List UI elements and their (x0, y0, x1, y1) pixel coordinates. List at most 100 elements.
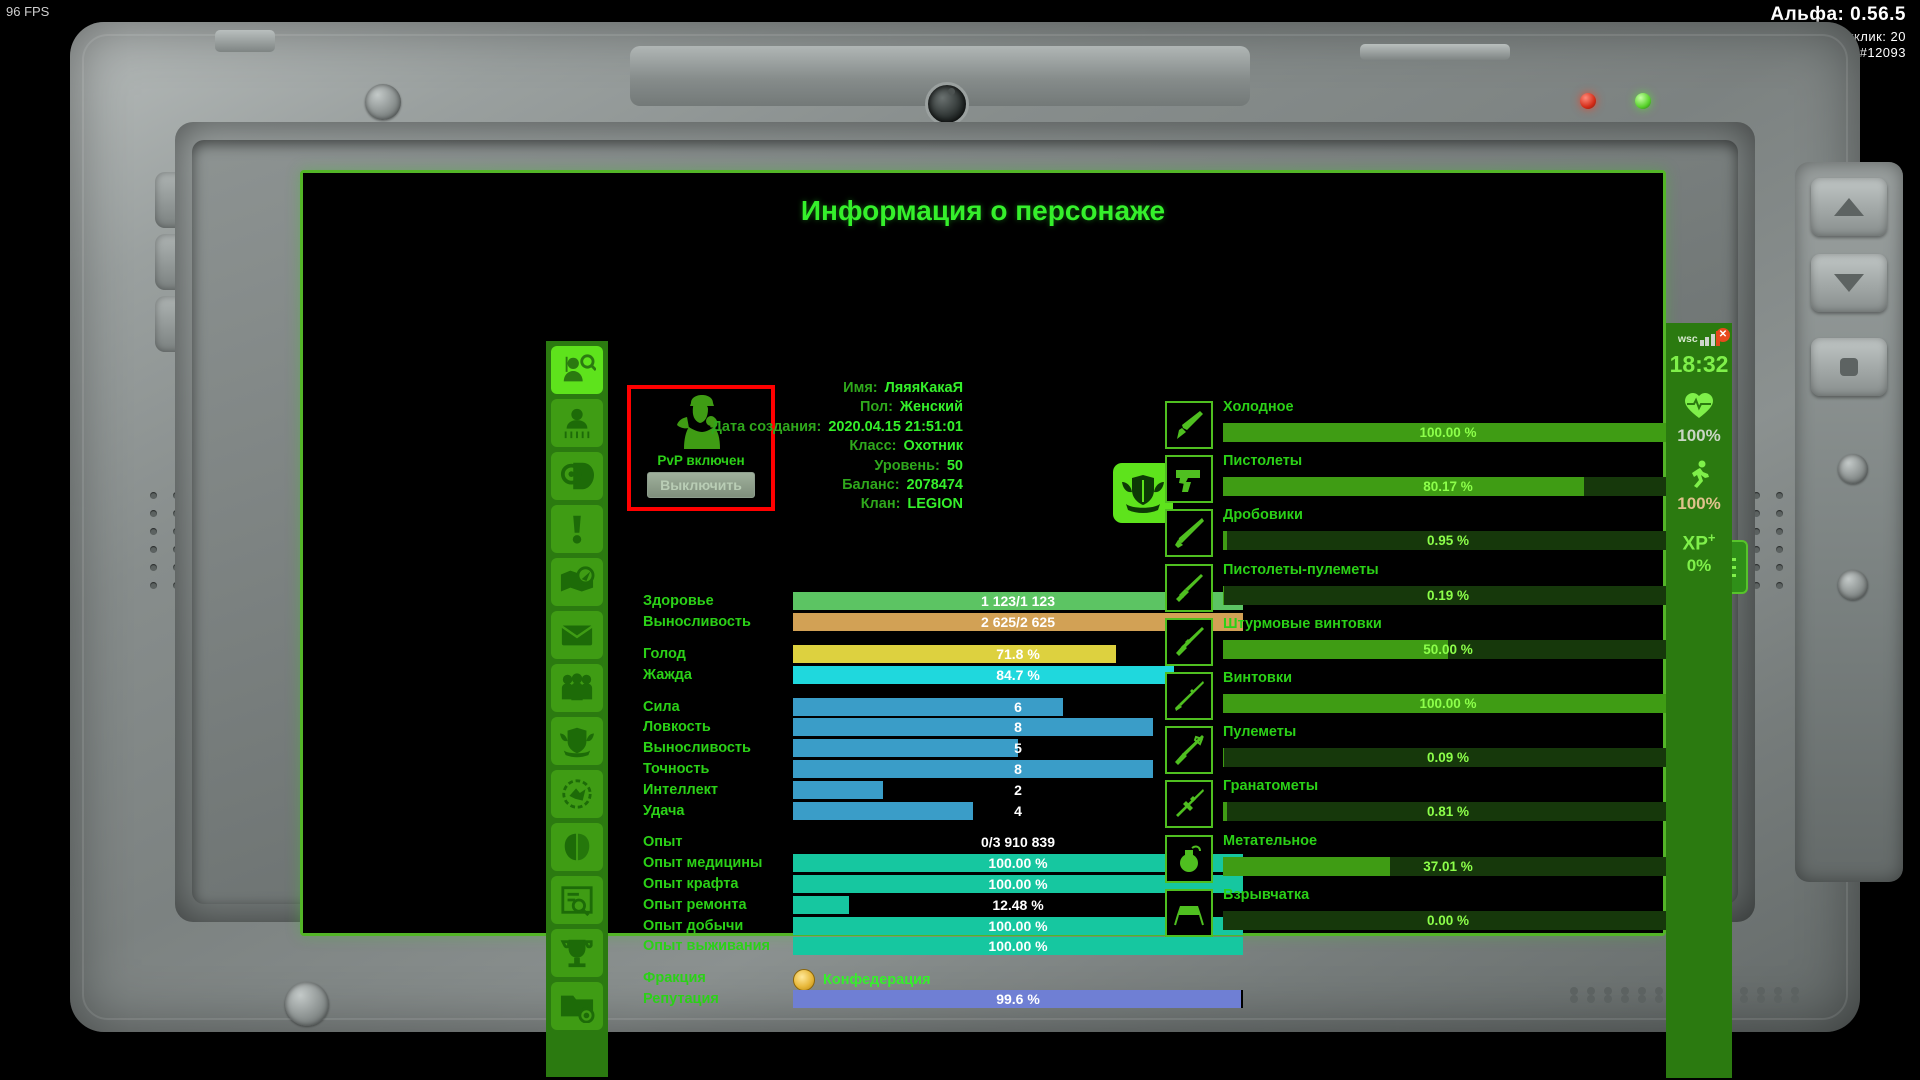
weapon-skill-row[interactable]: Холодное 100.00 % (1165, 399, 1707, 455)
stat-label: Выносливость (643, 614, 751, 631)
weapon-skill-value: 37.01 % (1423, 858, 1473, 874)
sidebar-item-map[interactable] (551, 558, 603, 606)
sidebar-item-achievements[interactable] (551, 929, 603, 977)
weapon-skill-row[interactable]: Гранатометы 0.81 % (1165, 778, 1707, 834)
identity-value: ЛяяяКакаЯ (884, 380, 963, 396)
weapon-skill-row[interactable]: Пулеметы 0.09 % (1165, 724, 1707, 780)
identity-value: LEGION (907, 496, 963, 513)
identity-key: Пол: (859, 399, 893, 416)
weapon-skill-value: 0.09 % (1426, 750, 1470, 766)
stat-row-survival-exp: Опыт выживания 100.00 % (643, 936, 1243, 957)
stat-label: Здоровье (643, 593, 714, 610)
sidebar-item-character-info[interactable] (551, 346, 603, 394)
stat-fill (793, 937, 1243, 956)
weapon-skill-value: 50.00 % (1423, 641, 1473, 657)
build-number: #12093 (1859, 45, 1906, 60)
knob-right-1[interactable] (1838, 454, 1868, 484)
clan-shield-emblem-icon (1122, 475, 1164, 513)
weapon-skill-row[interactable]: Пистолеты 80.17 % (1165, 453, 1707, 509)
sidebar-item-clan[interactable] (551, 717, 603, 765)
sidebar-item-search[interactable] (551, 876, 603, 924)
sidebar-item-skills[interactable] (551, 452, 603, 500)
stat-row-accuracy: Точность 8 (643, 759, 1243, 780)
weapon-skill-row[interactable]: Взрывчатка 0.00 % (1165, 887, 1673, 943)
network-status: wsc ✕ (1666, 328, 1732, 346)
scroll-down-button[interactable] (1811, 254, 1887, 312)
hinge-right (1360, 44, 1510, 60)
weapon-skill-name: Штурмовые винтовки (1223, 615, 1382, 632)
grenade-launcher-icon (1165, 780, 1213, 829)
weapon-skill-value: 100.00 % (1419, 695, 1477, 711)
stat-row-endurance: Выносливость 5 (643, 738, 1243, 759)
weapon-skill-track (1223, 910, 1673, 930)
sidebar-item-quests[interactable] (551, 505, 603, 553)
weapon-skill-row[interactable]: Винтовки 100.00 % (1165, 670, 1707, 726)
stat-row-experience: Опыт 0/3 910 839 (643, 832, 1243, 853)
weapon-skill-track (1223, 693, 1673, 713)
knob-bottom-left[interactable] (285, 982, 329, 1026)
sidebar-item-global-map[interactable] (551, 770, 603, 818)
exclamation-icon (572, 515, 582, 544)
shotgun-icon (1165, 509, 1213, 558)
pvp-toggle-button[interactable]: Выключить (647, 472, 755, 498)
hud-strip: wsc ✕ 18:32 100% (1666, 323, 1732, 1078)
character-info-icon (563, 354, 596, 382)
weapon-skill-value: 0.81 % (1426, 804, 1470, 820)
weapon-skill-row[interactable]: Пистолеты-пулеметы 0.19 % (1165, 562, 1707, 618)
weapon-skill-track (1223, 585, 1673, 605)
weapon-skill-row[interactable]: Метательное 37.01 % (1165, 833, 1707, 889)
stat-value: 5 (1014, 740, 1022, 757)
clan-emblem (1113, 463, 1173, 523)
stat-track: 8 (793, 759, 1243, 778)
stat-label: Точность (643, 760, 710, 777)
weapon-skill-fill (1223, 531, 1228, 551)
stat-value: 12.48 % (992, 896, 1044, 913)
stat-track: 2 (793, 780, 1243, 799)
stat-label: Опыт выживания (643, 938, 770, 955)
stat-row-gathering-exp: Опыт добычи 100.00 % (643, 915, 1243, 936)
document-search-icon (561, 886, 593, 917)
stat-row-luck: Удача 4 (643, 800, 1243, 821)
grenade-icon (1165, 834, 1213, 883)
stat-value: 6 (1014, 698, 1022, 715)
led-green (1635, 93, 1651, 109)
stat-track: 4 (793, 801, 1243, 820)
pvp-panel: PvP включен Выключить (627, 385, 775, 511)
stat-label: Опыт ремонта (643, 896, 747, 913)
trophy-icon (560, 939, 593, 968)
identity-value: Женский (899, 399, 963, 416)
select-button[interactable] (1811, 338, 1887, 396)
weapon-skill-row[interactable]: Дробовики 0.95 % (1165, 507, 1707, 563)
sidebar-item-equipment[interactable] (551, 399, 603, 447)
display: Информация о персонаже PvP включен В (303, 173, 1732, 1078)
folder-settings-icon (560, 995, 595, 1023)
knob-top-left[interactable] (365, 84, 401, 120)
knob-right-2[interactable] (1838, 570, 1868, 600)
sidebar-item-reputation[interactable] (551, 823, 603, 871)
pda-device: Информация о персонаже PvP включен В (70, 22, 1903, 1078)
pistol-icon (1165, 455, 1213, 504)
stat-track: 100.00 % (793, 854, 1243, 873)
identity-key: Класс: (849, 438, 897, 455)
stat-value: 100.00 % (988, 855, 1048, 872)
smg-icon (1165, 563, 1213, 612)
scroll-up-button[interactable] (1811, 178, 1887, 236)
assault-rifle-icon (1165, 617, 1213, 666)
stat-label: Опыт крафта (643, 875, 739, 892)
weapon-skill-value: 0.95 % (1426, 533, 1470, 549)
spacer (643, 821, 1243, 832)
display-frame: Информация о персонаже PvP включен В (300, 170, 1732, 1078)
identity-row: Класс: Охотник (653, 437, 963, 456)
weapon-skill-row[interactable]: Штурмовые винтовки 50.00 % (1165, 615, 1707, 672)
sidebar-item-group[interactable] (551, 664, 603, 712)
weapon-skill-name: Пистолеты (1223, 453, 1303, 470)
sidebar-item-settings[interactable] (551, 982, 603, 1030)
stat-label: Удача (643, 802, 685, 819)
character-portrait-icon (677, 395, 720, 449)
weapon-skill-name: Дробовики (1223, 507, 1303, 524)
stat-value: 8 (1014, 760, 1022, 777)
stat-value: 2 (1014, 781, 1022, 798)
sidebar-item-mail[interactable] (551, 611, 603, 659)
masks-icon (564, 833, 590, 861)
